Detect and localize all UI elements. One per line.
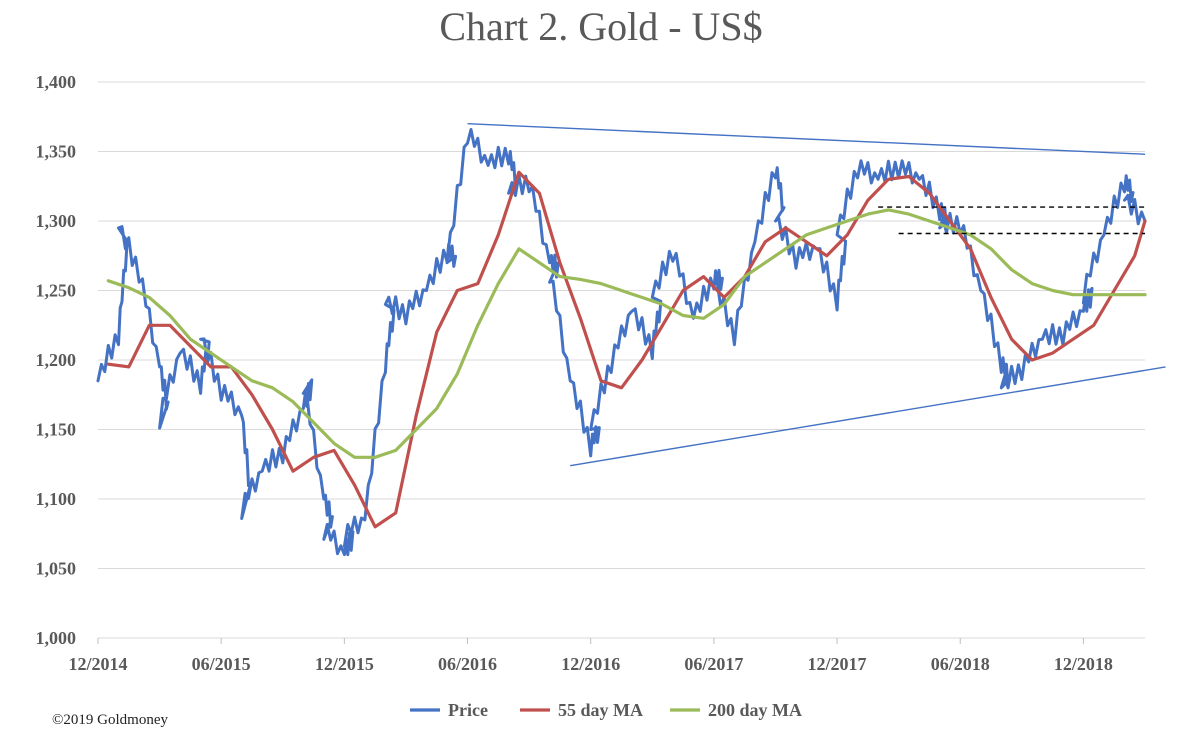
x-tick-label: 06/2016 — [438, 654, 497, 674]
trendline-1 — [570, 366, 1166, 467]
x-tick-label: 12/2018 — [1054, 654, 1113, 674]
y-axis-ticks: 1,000 1,050 1,100 1,150 1,200 1,250 1,300 1,350… — [36, 72, 77, 648]
legend: Price 55 day MA 200 day MA — [410, 700, 802, 720]
x-tick-label: 06/2018 — [931, 654, 990, 674]
x-tick-label: 12/2016 — [561, 654, 620, 674]
y-tick-label: 1,350 — [36, 142, 77, 162]
series-lines — [96, 128, 1147, 557]
legend-label: 200 day MA — [708, 700, 802, 720]
y-tick-label: 1,050 — [36, 559, 77, 579]
series-line-0 — [96, 128, 1147, 557]
grid — [98, 81, 1145, 639]
x-tick-label: 06/2015 — [192, 654, 251, 674]
legend-label: 55 day MA — [558, 700, 643, 720]
series-line-1 — [106, 170, 1147, 529]
y-tick-label: 1,200 — [36, 350, 77, 370]
y-tick-label: 1,100 — [36, 489, 77, 509]
y-tick-label: 1,400 — [36, 72, 77, 92]
x-tick-label: 12/2017 — [808, 654, 867, 674]
x-tick-label: 12/2015 — [315, 654, 374, 674]
y-tick-label: 1,000 — [36, 628, 77, 648]
series-line-2 — [106, 208, 1147, 459]
x-tick-label: 06/2017 — [684, 654, 743, 674]
copyright: ©2019 Goldmoney — [52, 712, 168, 728]
chart-title: Chart 2. Gold - US$ — [439, 4, 762, 49]
trendline-0 — [467, 123, 1146, 155]
legend-label: Price — [448, 700, 488, 720]
x-axis-ticks: 12/2014 06/2015 12/2015 06/2016 12/2016 06/20… — [68, 638, 1113, 674]
y-tick-label: 1,250 — [36, 281, 77, 301]
x-tick-label: 12/2014 — [68, 654, 127, 674]
annotations — [467, 123, 1166, 467]
y-tick-label: 1,150 — [36, 420, 77, 440]
y-tick-label: 1,300 — [36, 211, 77, 231]
